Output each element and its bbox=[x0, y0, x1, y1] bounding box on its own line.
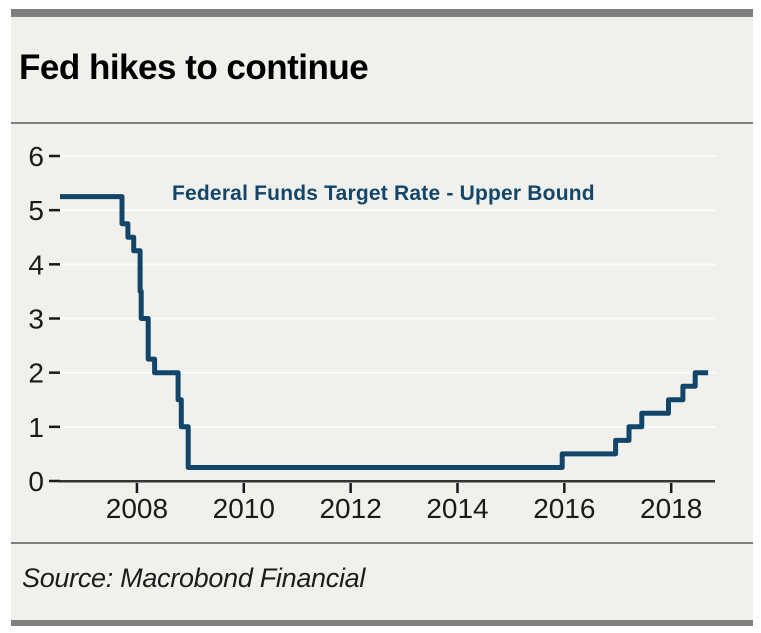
gridline-y-2 bbox=[59, 371, 715, 374]
y-tick-label-5: 5 bbox=[28, 195, 44, 226]
series-legend-label: Federal Funds Target Rate - Upper Bound bbox=[172, 182, 595, 205]
gridline-y-6 bbox=[59, 155, 715, 157]
gridline-y-1 bbox=[59, 425, 715, 428]
y-tick-label-3: 3 bbox=[28, 304, 44, 335]
y-tick-label-4: 4 bbox=[28, 249, 44, 280]
x-tick-label-2012: 2012 bbox=[319, 493, 381, 524]
x-tick-label-2016: 2016 bbox=[533, 493, 595, 524]
x-tick-2014 bbox=[456, 483, 459, 493]
footer-divider bbox=[11, 542, 753, 544]
y-tick-label-0: 0 bbox=[28, 466, 44, 497]
gridline-y-5 bbox=[59, 209, 715, 212]
x-axis-line bbox=[59, 480, 715, 483]
x-tick-2010 bbox=[242, 483, 246, 493]
y-tick-1 bbox=[49, 425, 60, 429]
y-tick-label-2: 2 bbox=[28, 358, 44, 389]
y-tick-label-6: 6 bbox=[28, 141, 44, 172]
title-divider bbox=[11, 122, 753, 124]
x-tick-2018 bbox=[669, 483, 673, 493]
gridline-y-3 bbox=[59, 317, 715, 320]
gridline-y-4 bbox=[59, 263, 715, 266]
x-tick-2016 bbox=[563, 483, 566, 493]
x-tick-label-2018: 2018 bbox=[640, 493, 702, 524]
y-tick-4 bbox=[49, 263, 60, 266]
x-tick-label-2014: 2014 bbox=[426, 493, 488, 524]
y-tick-5 bbox=[49, 208, 60, 212]
x-tick-label-2010: 2010 bbox=[213, 493, 275, 524]
x-tick-2012 bbox=[349, 483, 352, 493]
page-title: Fed hikes to continue bbox=[19, 48, 369, 87]
y-tick-6 bbox=[49, 154, 60, 158]
bottom-accent-bar bbox=[11, 620, 753, 626]
y-tick-2 bbox=[49, 371, 60, 374]
rate-step-line bbox=[60, 194, 709, 470]
source-caption: Source: Macrobond Financial bbox=[22, 563, 366, 593]
y-tick-0 bbox=[49, 479, 60, 483]
x-tick-2008 bbox=[135, 483, 139, 493]
x-tick-label-2008: 2008 bbox=[106, 493, 168, 524]
top-accent-bar bbox=[11, 9, 753, 17]
y-tick-3 bbox=[49, 317, 60, 320]
y-tick-label-1: 1 bbox=[28, 412, 44, 443]
